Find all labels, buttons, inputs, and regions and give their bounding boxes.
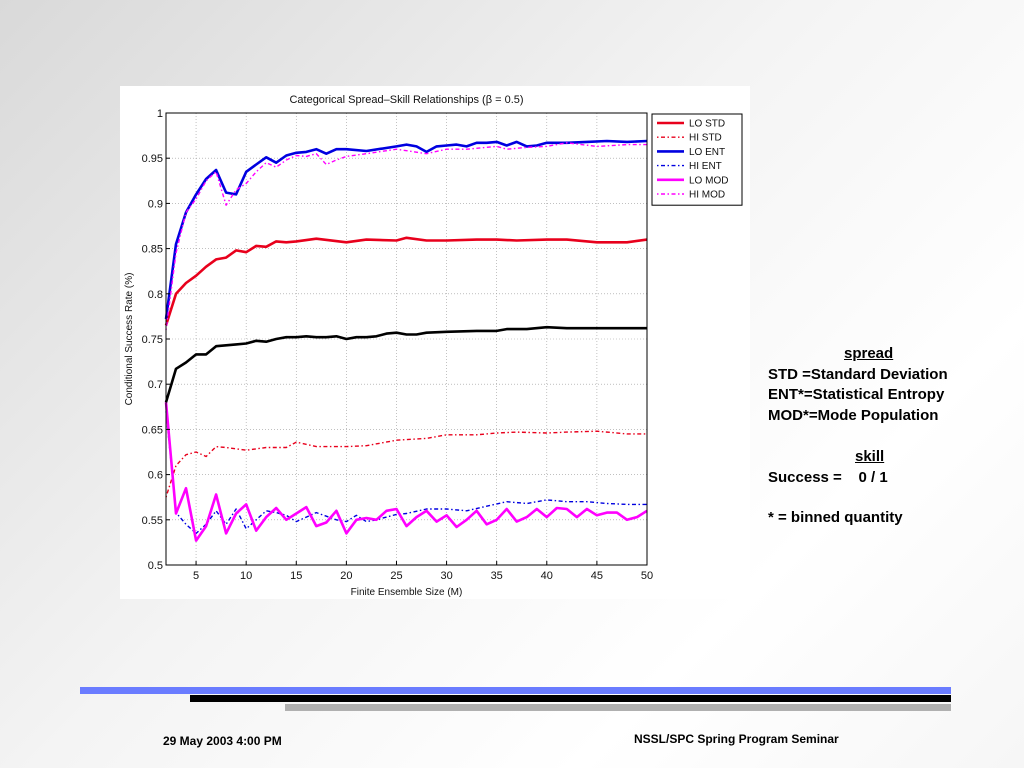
y-tick-label: 0.6 (148, 470, 163, 482)
y-tick-label: 0.8 (148, 289, 163, 301)
y-tick-label: 0.5 (148, 560, 163, 572)
spread-header: spread (844, 345, 894, 362)
mod-definition: MOD*=Mode Population (768, 406, 939, 424)
legend-entry-label: HI STD (689, 133, 722, 144)
y-tick-label: 1 (157, 108, 163, 120)
footer-seminar-title: NSSL/SPC Spring Program Seminar (634, 732, 839, 746)
legend-entry-label: HI MOD (689, 190, 725, 201)
legend-entry-label: LO MOD (689, 175, 728, 186)
x-tick-label: 45 (591, 570, 603, 582)
x-tick-label: 35 (491, 570, 503, 582)
legend-entry-label: LO STD (689, 119, 725, 130)
y-tick-label: 0.65 (142, 424, 163, 436)
x-tick-label: 20 (340, 570, 352, 582)
x-tick-label: 25 (390, 570, 402, 582)
chart-title: Categorical Spread–Skill Relationships (… (289, 94, 523, 106)
y-tick-label: 0.55 (142, 515, 163, 527)
x-tick-label: 10 (240, 570, 252, 582)
footer-band-black (190, 695, 951, 702)
chart-svg: 5 10 15 20 25 30 35 40 45 50 0.5 0.55 0.6 0.65 0.7 0.75… (124, 94, 743, 598)
skill-header: skill (855, 448, 885, 465)
series-line-5 (165, 142, 647, 331)
footer-date: 29 May 2003 4:00 PM (163, 734, 282, 748)
footer-band-gray (285, 704, 951, 711)
y-tick-label: 0.9 (148, 198, 163, 210)
x-axis-label: Finite Ensemble Size (M) (351, 587, 463, 598)
y-tick-label: 0.7 (148, 379, 163, 391)
legend-box (651, 113, 743, 206)
y-tick-label: 0.85 (142, 244, 163, 256)
ent-definition: ENT*=Statistical Entropy (768, 386, 945, 403)
chart-legend: LO STD HI STD LO ENT HI ENT LO MOD HI MOD (651, 113, 743, 206)
std-definition: STD =Standard Deviation (768, 365, 948, 383)
y-tick-label: 0.95 (142, 153, 163, 165)
series-line-0 (164, 236, 648, 326)
x-tick-label: 40 (541, 570, 553, 582)
series-layer (164, 139, 648, 542)
x-tick-label: 15 (290, 570, 302, 582)
tick-layer: 5 10 15 20 25 30 35 40 45 50 0.5 0.55 0.6 0.65 0.7 0.75… (142, 108, 654, 582)
x-tick-label: 30 (440, 570, 452, 582)
series-line-4 (164, 402, 648, 542)
y-axis-label: Conditional Success Rate (%) (124, 273, 135, 406)
legend-entry-label: LO ENT (689, 147, 725, 158)
binned-note: * = binned quantity (768, 509, 903, 526)
legend-notes: spread STD =Standard Deviation ENT*=Stat… (768, 344, 1008, 529)
success-definition: Success = 0 / 1 (768, 468, 888, 486)
grid-layer (166, 112, 648, 566)
x-tick-label: 5 (193, 570, 199, 582)
series-line-1 (165, 430, 647, 498)
y-tick-label: 0.75 (142, 334, 163, 346)
chart-figure: 5 10 15 20 25 30 35 40 45 50 0.5 0.55 0.6 0.65 0.7 0.75… (120, 86, 750, 599)
x-tick-label: 50 (641, 570, 653, 582)
legend-entry-label: HI ENT (689, 161, 722, 172)
footer-band-blue (80, 687, 951, 694)
series-line-2 (164, 139, 648, 320)
series-line-6 (164, 325, 647, 403)
